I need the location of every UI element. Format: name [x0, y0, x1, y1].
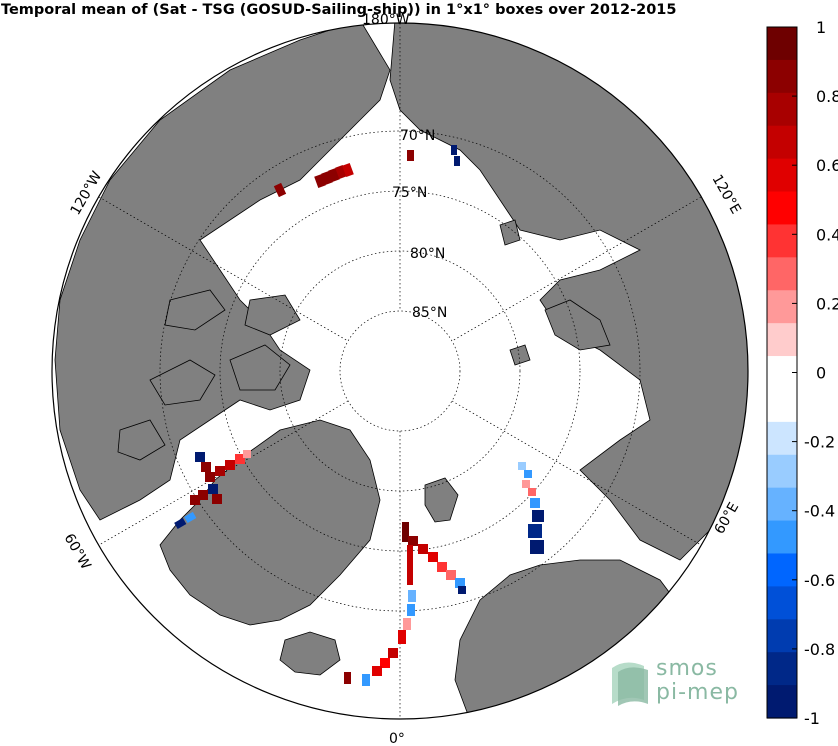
- colorbar-cell: [767, 290, 797, 324]
- lon-label-180: 180°W: [362, 12, 410, 28]
- map-boundary: [51, 22, 749, 720]
- colorbar-cell: [767, 191, 797, 226]
- colorbar-cell: [767, 586, 797, 620]
- track-greenland-sea: [344, 522, 466, 686]
- colorbar-cell: [767, 224, 797, 258]
- map-title: Temporal mean of (Sat - TSG (GOSUD-Saili…: [0, 0, 838, 22]
- colorbar-cell: [767, 323, 797, 357]
- colorbar-ticks: 1 0.8 0.6 0.4 0.2 0 -0.2 -0.4 -0.6 -0.8 -1: [792, 18, 838, 728]
- colorbar-tick-label: 1: [816, 18, 826, 37]
- colorbar-tick-label: 0: [816, 364, 826, 383]
- colorbar-tick-label: 0.8: [816, 87, 838, 106]
- track-baffin: [174, 450, 251, 529]
- colorbar-cell: [767, 257, 797, 291]
- colorbar-cell: [767, 652, 797, 686]
- land-island-3: [164, 289, 226, 331]
- lat-label-80: 80°N: [410, 246, 445, 262]
- track-bering: [407, 145, 460, 166]
- land-island-5: [117, 419, 166, 461]
- graticule: [98, 23, 702, 719]
- lat-label-70: 70°N: [400, 128, 435, 144]
- logo-line-2: pi-mep: [656, 680, 739, 705]
- colorbar-cell: [767, 520, 797, 555]
- colorbar-tick-label: -1: [804, 709, 820, 728]
- lat-label-75: 75°N: [392, 185, 427, 201]
- colorbar-cell: [767, 421, 797, 456]
- land-island-2: [229, 344, 291, 391]
- colorbar-tick-label: 0.4: [816, 225, 838, 244]
- colorbar-cell: [767, 619, 797, 653]
- land-island-6: [499, 219, 521, 246]
- colorbar-tick-label: -0.8: [804, 640, 835, 659]
- colorbar-cell: [767, 92, 797, 127]
- colorbar-cell: [767, 454, 797, 489]
- data-boxes: [174, 145, 544, 686]
- colorbar-cell: [767, 553, 797, 587]
- smos-pi-mep-logo: smos pi-mep: [606, 654, 746, 714]
- colorbar-cell: [767, 125, 797, 160]
- track-beaufort: [273, 162, 354, 198]
- colorbar-tick-label: -0.2: [804, 433, 835, 452]
- colorbar-cells: [767, 27, 797, 719]
- colorbar-cell: [767, 388, 797, 423]
- logo-mark-icon: [612, 662, 648, 706]
- title-text: Temporal mean of (Sat - TSG (GOSUD-Saili…: [1, 2, 677, 18]
- lat-label-85: 85°N: [412, 305, 447, 321]
- colorbar-tick-label: -0.4: [804, 502, 835, 521]
- map-disk: [52, 23, 748, 719]
- colorbar-cell: [767, 27, 797, 61]
- land-alaska: [54, 23, 391, 521]
- lon-label-0: 0°: [389, 731, 405, 746]
- colorbar-cell: [767, 59, 797, 94]
- colorbar-cell: [767, 487, 797, 522]
- land-svalbard: [424, 477, 459, 523]
- colorbar-cell: [767, 685, 797, 719]
- colorbar-tick-label: -0.6: [804, 571, 835, 590]
- land-iceland: [279, 631, 341, 676]
- track-barents: [518, 462, 544, 554]
- colorbar-cell: [767, 158, 797, 193]
- land-island-1: [149, 359, 216, 406]
- land-island-7: [509, 344, 531, 366]
- land-novaya-zemlya: [544, 299, 611, 351]
- colorbar-tick-label: 0.6: [816, 156, 838, 175]
- logo-line-1: smos: [656, 656, 718, 681]
- colorbar-tick-label: 0.2: [816, 294, 838, 313]
